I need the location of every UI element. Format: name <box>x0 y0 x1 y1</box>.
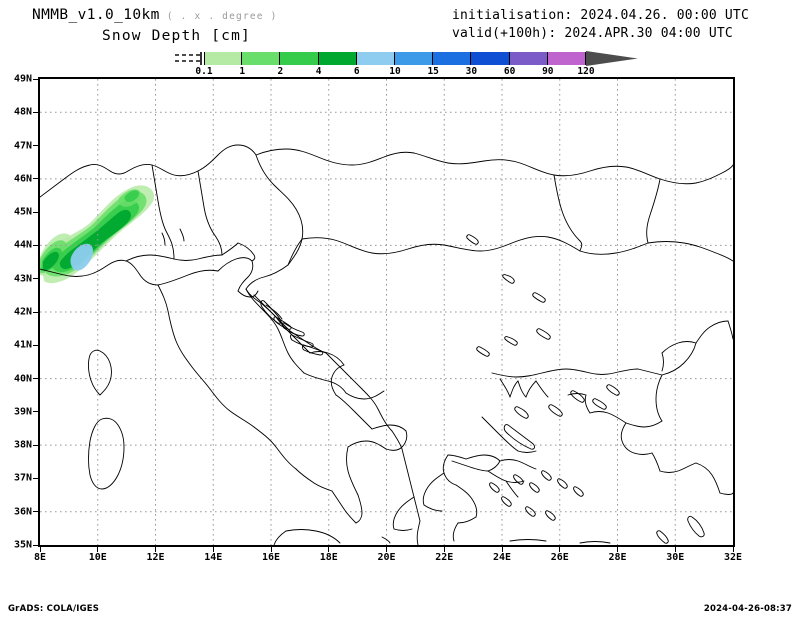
latitude-tick-label: 39N <box>13 406 32 418</box>
colorbar-swatch <box>471 52 510 65</box>
map-graphic <box>40 79 733 545</box>
colorbar-swatch <box>356 52 395 65</box>
latitude-tick-label: 37N <box>13 472 32 484</box>
longitude-tickmark <box>617 547 618 552</box>
latitude-tickmark <box>33 211 38 213</box>
longitude-tick-label: 12E <box>146 552 165 563</box>
model-resolution-note: ( . x . degree ) <box>166 11 278 22</box>
latitude-tickmark <box>33 544 38 546</box>
longitude-tick-label: 14E <box>204 552 223 563</box>
colorbar-swatch <box>204 52 243 65</box>
longitude-tick-label: 22E <box>435 552 454 563</box>
longitude-tickmark <box>270 547 272 552</box>
longitude-tick-label: 26E <box>550 552 569 563</box>
colorbar-tick-label: 1 <box>239 66 246 77</box>
latitude-tick-label: 38N <box>13 439 32 451</box>
longitude-tick-label: 16E <box>261 552 281 563</box>
longitude-tick-label: 8E <box>33 552 47 563</box>
colorbar-tick-label: 30 <box>465 66 478 77</box>
latitude-tick-label: 42N <box>13 306 32 318</box>
latitude-tickmark <box>33 511 38 513</box>
latitude-tickmark <box>33 178 38 180</box>
colorbar-tick-label: 90 <box>542 66 554 77</box>
colorbar-tick-label: 120 <box>577 66 595 77</box>
field-title: Snow Depth [cm] <box>102 28 251 44</box>
initialisation-time: initialisation: 2024.04.26. 00:00 UTC <box>452 8 749 23</box>
longitude-tick-label: 20E <box>377 552 396 563</box>
latitude-tickmark <box>33 278 38 280</box>
map-coastlines <box>40 144 733 545</box>
longitude-tickmark <box>674 547 676 552</box>
colorbar-swatches <box>204 52 586 65</box>
colorbar-tick-label: 2 <box>277 66 284 77</box>
grads-credit: GrADS: COLA/IGES <box>8 604 100 614</box>
map-plot-area[interactable] <box>38 77 735 547</box>
colorbar-swatch <box>509 52 548 65</box>
header: NMMB_v1.0_10km ( . x . degree ) Snow Dept… <box>0 0 800 46</box>
model-title: NMMB_v1.0_10km ( . x . degree ) <box>32 7 278 23</box>
longitude-tick-label: 30E <box>666 552 685 563</box>
latitude-tickmark <box>33 244 38 246</box>
latitude-tick-label: 45N <box>13 206 32 218</box>
colorbar-swatch <box>394 52 434 65</box>
latitude-tick-label: 49N <box>13 73 32 85</box>
colorbar: 0.1 1 2 4 6 10 15 30 60 90 120 <box>0 48 800 78</box>
latitude-tickmark <box>33 444 38 446</box>
latitude-tick-label: 35N <box>13 539 32 551</box>
latitude-tickmark <box>33 344 38 346</box>
colorbar-underflow-icon <box>175 52 202 65</box>
generation-timestamp: 2024-04-26-08:37 <box>703 604 792 614</box>
colorbar-swatch <box>318 52 357 65</box>
latitude-tickmark <box>33 411 38 413</box>
longitude-tick-label: 32E <box>723 552 743 563</box>
longitude-tickmark <box>328 547 330 552</box>
snow-depth-shading <box>40 185 155 284</box>
model-name: NMMB_v1.0_10km <box>32 7 160 23</box>
latitude-tick-label: 47N <box>13 140 32 152</box>
latitude-tickmark <box>33 145 38 147</box>
longitude-tick-label: 10E <box>88 552 107 563</box>
longitude-tickmark <box>212 547 214 552</box>
latitude-tickmark <box>33 78 38 80</box>
longitude-tickmark <box>97 547 99 552</box>
longitude-tickmark <box>155 547 156 552</box>
longitude-tickmark <box>501 547 503 552</box>
longitude-tick-label: 24E <box>492 552 512 563</box>
valid-time: valid(+100h): 2024.APR.30 04:00 UTC <box>452 26 733 41</box>
latitude-tick-label: 41N <box>13 339 32 351</box>
colorbar-tick-label: 4 <box>315 66 322 77</box>
latitude-tick-label: 36N <box>13 506 32 518</box>
latitude-tick-label: 40N <box>13 373 32 385</box>
longitude-tickmark <box>386 547 387 552</box>
colorbar-swatch <box>547 52 586 65</box>
latitude-tickmark <box>33 111 38 113</box>
latitude-tick-label: 46N <box>13 173 32 185</box>
latitude-tick-label: 48N <box>13 106 32 118</box>
colorbar-swatch <box>433 52 472 65</box>
longitude-tickmark <box>39 547 41 552</box>
latitude-tick-label: 44N <box>13 239 32 251</box>
colorbar-tick-label: 15 <box>427 66 439 77</box>
colorbar-tick-label: 0.1 <box>195 66 213 77</box>
colorbar-swatch <box>280 52 319 65</box>
longitude-tickmark <box>732 547 734 552</box>
colorbar-overflow-arrow-icon <box>586 51 638 66</box>
colorbar-swatch <box>242 52 281 65</box>
longitude-tick-label: 18E <box>319 552 338 563</box>
latitude-tickmark <box>33 311 38 313</box>
longitude-tickmark <box>559 547 561 552</box>
colorbar-tick-label: 10 <box>389 66 401 77</box>
longitude-tick-label: 28E <box>608 552 627 563</box>
latitude-tickmark <box>33 477 38 479</box>
longitude-tickmark <box>443 547 445 552</box>
colorbar-tick-label: 6 <box>353 66 360 77</box>
map-gridlines <box>40 79 733 545</box>
latitude-tick-label: 43N <box>13 273 32 285</box>
colorbar-tick-label: 60 <box>503 66 516 77</box>
latitude-tickmark <box>33 378 38 380</box>
